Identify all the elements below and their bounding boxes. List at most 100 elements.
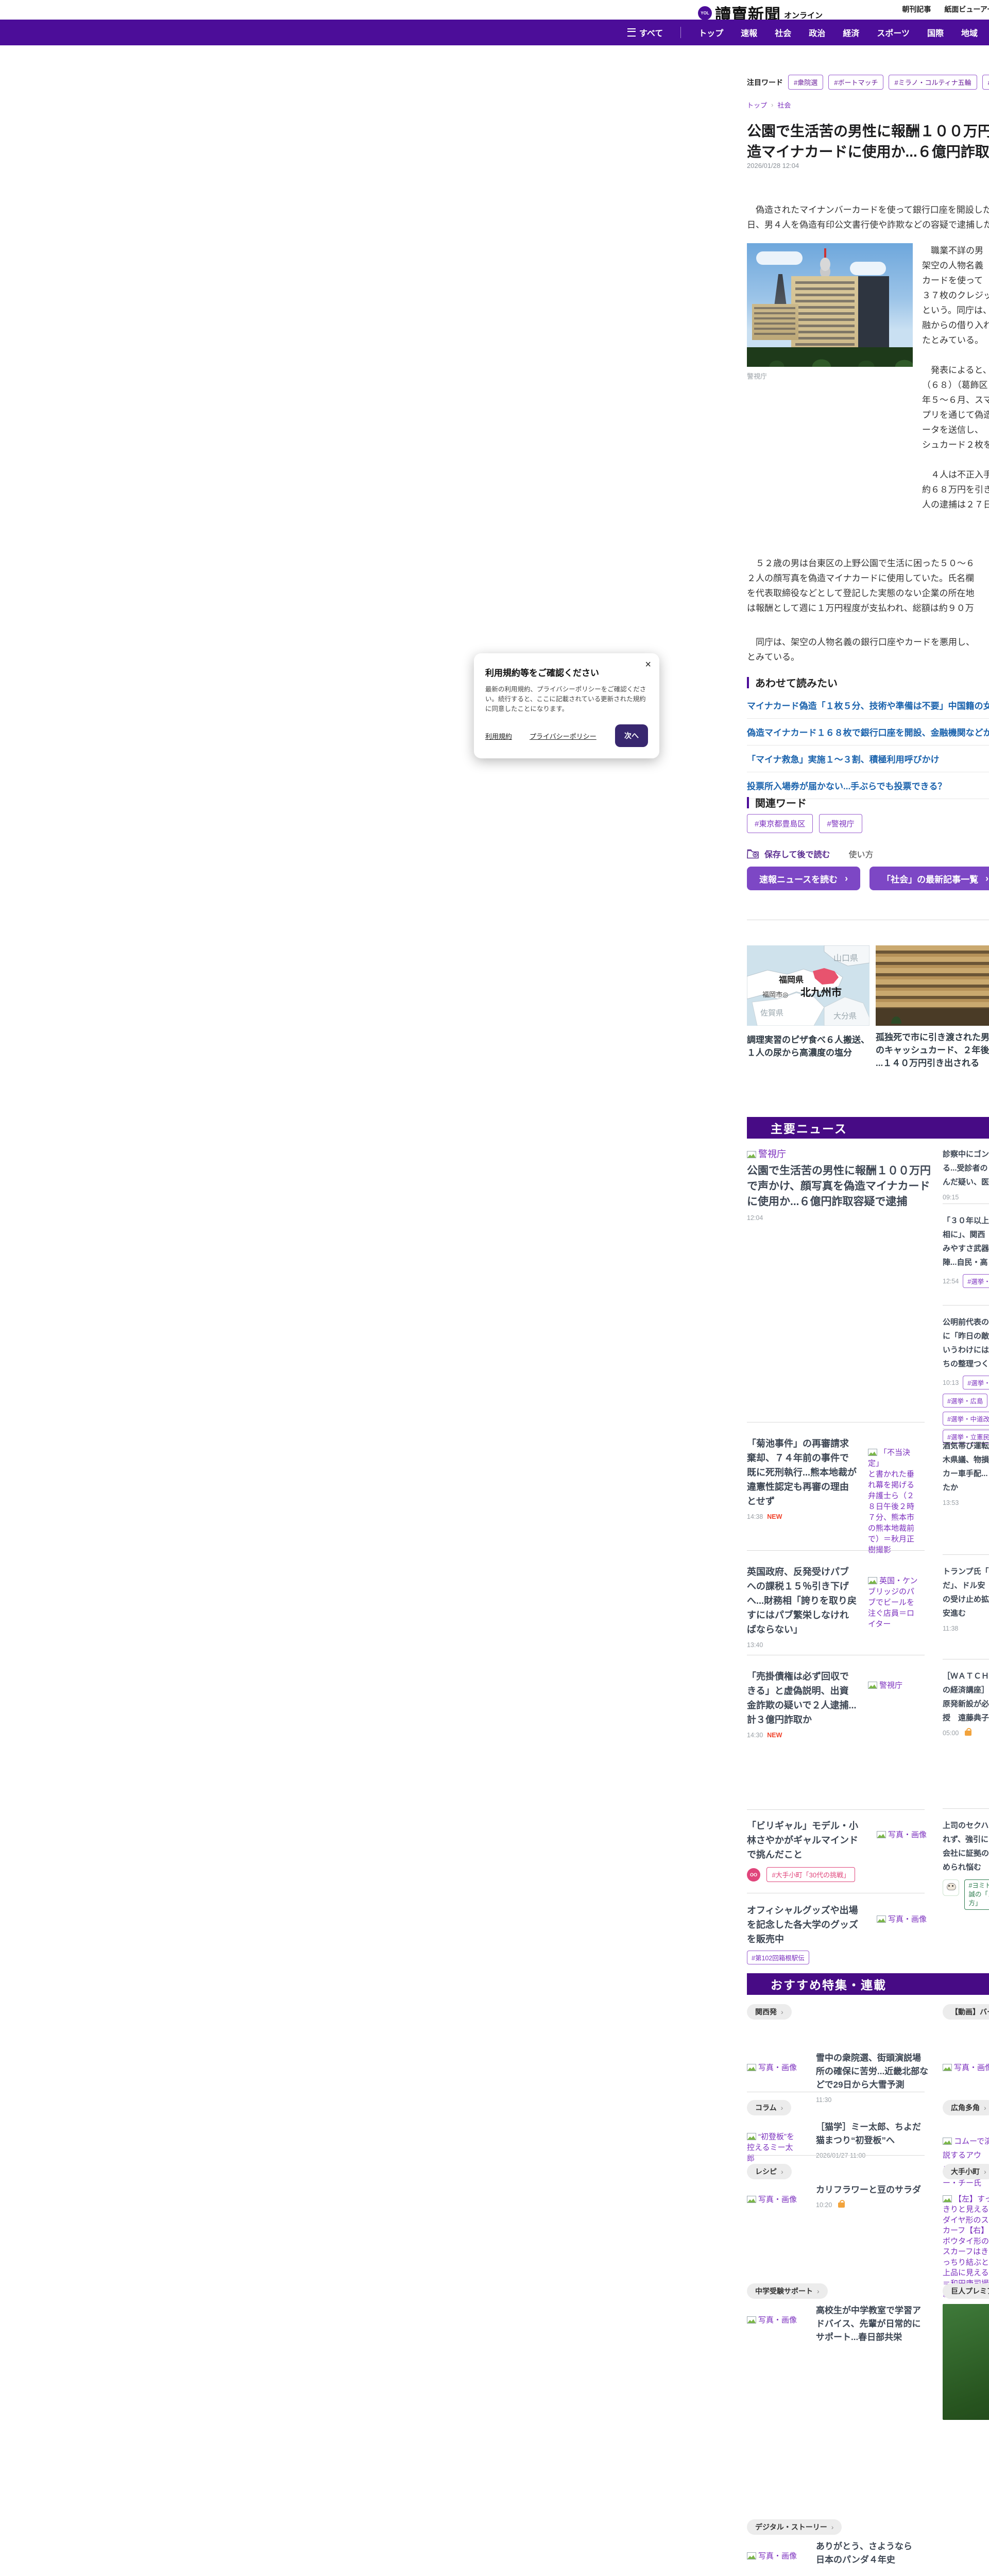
recommended-card-map[interactable]: 山口県 福岡県 北九州市 福岡市◎ 佐賀県 大分県 調理実習のピザ食べ６人搬送、… <box>746 945 870 1070</box>
nav-item-top[interactable]: トップ <box>698 29 724 38</box>
keyword-tag[interactable]: #衆院選 <box>788 75 824 90</box>
news-title: ［ＷＡＴＣＨ の経済講座］ 原発新設が必 授 遠藤典子 <box>943 1672 989 1722</box>
osusume-header: おすすめ特集・連載 <box>747 1973 989 1995</box>
news-item-featured[interactable]: 警視庁 公園で生活苦の男性に報酬１００万円で声かけ、顔写真を偽造マイナカードに使… <box>747 1147 932 1222</box>
news-time: 13:53 <box>943 1499 959 1506</box>
nav-all-menu[interactable]: すべて <box>627 26 663 39</box>
otekomachi-tag[interactable]: #大手小町「30代の挑戦」 <box>766 1867 856 1882</box>
news-item[interactable]: 「菊池事件」の再審請求棄却、７４年前の事件で既に死刑執行...熊本地裁が違憲性認… <box>747 1436 925 1555</box>
related-read-link[interactable]: マイナカード偽造「１枚５分、技術や準備は不要」中国籍の女証言...本 <box>747 692 989 719</box>
category-pill-column[interactable]: コラム › <box>747 2100 792 2115</box>
keyword-tag[interactable]: #ミラノ・コルティナ五輪 <box>889 75 977 90</box>
news-item[interactable]: 酒気帯び運転 木県議、物損 カー車手配... たか 13:53 <box>943 1439 989 1506</box>
broken-image-icon <box>747 2064 756 2071</box>
morning-edition-link[interactable]: 朝刊記事 <box>902 5 931 13</box>
osusume-item[interactable]: 写真・画像 ありがとう、さようなら 日本のパンダ４年史 <box>747 2540 929 2567</box>
nav-item-sports[interactable]: スポーツ <box>877 29 910 38</box>
category-pill-recipe[interactable]: レシピ › <box>747 2164 792 2179</box>
breaking-news-button[interactable]: 速報ニュースを読む › <box>747 867 861 890</box>
osusume-item[interactable]: 写真・画像 高校生が中学教室で学習アドバイス、先輩が日常的にサポート...春日部… <box>747 2304 929 2344</box>
terms-link[interactable]: 利用規約 <box>485 732 513 740</box>
dialog-body: 最新の利用規約、プライバシーポリシーをご確認ください。続行すると、ここに記載され… <box>485 686 646 713</box>
category-pill-giants-premium[interactable]: 巨人プレミアム› <box>943 2283 989 2299</box>
related-read-link[interactable]: 偽造マイナカード１６８枚で銀行口座を開設、金融機関などから６億円 <box>747 719 989 745</box>
nav-item-keizai[interactable]: 経済 <box>843 29 860 38</box>
news-item[interactable]: 「売掛債権は必ず回収できる」と虚偽説明、出資金詐欺の疑いで２人逮捕...計３億円… <box>747 1669 925 1739</box>
recommended-card-caption: 調理実習のピザ食べ６人搬送、 １人の尿から高濃度の塩分 <box>747 1035 869 1058</box>
news-item[interactable]: オフィシャルグッズや出場を記念した各大学のグッズを販売中 #第102回箱根駅伝 … <box>747 1903 933 1964</box>
save-for-later-row: 保存して後で読む 使い方 <box>747 848 874 860</box>
related-word-tag[interactable]: #警視庁 <box>819 814 862 833</box>
election-tag[interactable]: #選挙・立憲民 <box>943 1430 989 1444</box>
news-item[interactable]: 「３０年以上 相に」、関西 みやすさ武器 陣...自民・高 12:54 #選挙・ <box>943 1214 989 1288</box>
related-read-link[interactable]: 「マイナ救急」実施１〜３割、積極利用呼びかけ <box>747 745 989 772</box>
osusume-item[interactable]: “初登板”を 控えるミー太 郎 ［猫学］ミー太郎、ちよだ猫まつり“初登板”へ 2… <box>747 2121 929 2164</box>
lock-icon <box>838 2200 845 2208</box>
news-item[interactable]: ［ＷＡＴＣＨ の経済講座］ 原発新設が必 授 遠藤典子 05:00 <box>943 1669 989 1737</box>
nav-item-sokuho[interactable]: 速報 <box>741 29 758 38</box>
broken-image-icon <box>747 1151 756 1158</box>
news-title: 公園で生活苦の男性に報酬１００万円で声かけ、顔写真を偽造マイナカードに使用か..… <box>747 1165 931 1208</box>
osusume-title-text: ［猫学］ミー太郎、ちよだ猫まつり“初登板”へ <box>816 2122 921 2145</box>
news-item[interactable]: 公明前代表の に「昨日の敵 いうわけには ちの整理つく 10:13 #選挙・ #選… <box>943 1315 989 1444</box>
broken-image-icon <box>943 2195 952 2202</box>
election-tag[interactable]: #選挙・ <box>963 1274 989 1288</box>
election-tag[interactable]: #選挙・広島 <box>943 1394 988 1408</box>
election-tag[interactable]: #選挙・中道改 <box>943 1412 989 1426</box>
news-time: 12:04 <box>747 1214 763 1222</box>
nav-item-chiiki[interactable]: 地域 <box>961 29 978 38</box>
hakone-ekiden-tag[interactable]: #第102回箱根駅伝 <box>747 1951 809 1964</box>
trending-keywords: 注目ワード #衆院選 #ボートマッチ #ミラノ・コルティナ五輪 #選挙 <box>747 75 989 90</box>
news-item[interactable]: 診察中にゴン る...受診者の んだ疑い、医 09:15 <box>943 1147 989 1201</box>
news-title: トランプ氏「 だ」、ドル安 の受け止め拡 安進む <box>943 1567 989 1618</box>
category-pill-kokaku[interactable]: 広角多角 › <box>943 2100 989 2115</box>
baseball-pitcher-photo <box>943 2304 989 2420</box>
osusume-item[interactable]: 写真・画像 雪中の衆院選、街頭演説場所の確保に苦労...近畿北部などで29日から… <box>747 2052 929 2104</box>
category-pill-digital-story[interactable]: デジタル・ストーリー › <box>747 2519 842 2535</box>
keyword-tag[interactable]: #選挙 <box>982 75 989 90</box>
paper-viewer-link[interactable]: 紙面ビューアー <box>944 5 989 13</box>
section-accent-bar <box>747 676 749 688</box>
news-item[interactable]: 英国政府、反発受けパブへの課税１５％引き下げへ...財務相「誇りを取り戻すにはパ… <box>747 1565 925 1649</box>
nav-item-seiji[interactable]: 政治 <box>809 29 826 38</box>
category-pill-video[interactable]: 【動画】バーチ <box>943 2004 989 2020</box>
category-pill-juken[interactable]: 中学受験サポート › <box>747 2283 828 2299</box>
news-item[interactable]: 上司のセクハ れず、強引に 会社に証拠の められ悩む #ヨミドク 誠の「ス 方」 <box>943 1819 989 1910</box>
osusume-title-text: カリフラワーと豆のサラダ <box>816 2185 921 2195</box>
keyword-tag[interactable]: #ボートマッチ <box>828 75 884 90</box>
breadcrumb-section[interactable]: 社会 <box>777 101 791 109</box>
osusume-title-text: 雪中の衆院選、街頭演説場所の確保に苦労...近畿北部などで29日から大雪予測 <box>816 2053 929 2090</box>
thumbnail-alt: 写真・画像 <box>747 2304 809 2344</box>
osusume-item[interactable]: 写真・画像 カリフラワーと豆のサラダ 10:20 <box>747 2183 929 2209</box>
news-title: 診察中にゴン る...受診者の んだ疑い、医 <box>943 1150 989 1187</box>
latest-society-button[interactable]: 「社会」の最新記事一覧 › <box>869 867 989 890</box>
broken-image-icon <box>747 2552 756 2560</box>
related-word-tag[interactable]: #東京都豊島区 <box>747 814 813 833</box>
article-title: 公園で生活苦の男性に報酬１００万円で声かけ、顔写真を偽造マイナカードに使用か..… <box>747 123 989 160</box>
news-item[interactable]: 「ビリギャル」モデル・小林さやかがギャルマインドで挑んだこと OO #大手小町「… <box>747 1819 933 1882</box>
category-pill-otekomachi[interactable]: 大手小町 › <box>943 2164 989 2179</box>
nav-item-shakai[interactable]: 社会 <box>775 29 792 38</box>
election-tag[interactable]: #選挙・ <box>963 1376 989 1389</box>
header-top-links: 朝刊記事 紙面ビューアー <box>902 4 989 14</box>
police-hq-photo[interactable] <box>747 243 913 367</box>
yomidr-tag[interactable]: #ヨミドク 誠の「ス 方」 <box>964 1879 989 1910</box>
article-date: 2026/01/28 12:04 <box>747 162 799 170</box>
close-icon[interactable]: × <box>645 659 651 670</box>
divider <box>943 1305 989 1306</box>
breadcrumb-home[interactable]: トップ <box>747 101 768 109</box>
chevron-right-icon: › <box>780 2104 783 2112</box>
privacy-link[interactable]: プライバシーポリシー <box>530 732 596 740</box>
news-item[interactable]: トランプ氏「 だ」、ドル安 の受け止め拡 安進む 11:38 <box>943 1565 989 1632</box>
next-button[interactable]: 次へ <box>615 724 648 747</box>
related-read-link[interactable]: 投票所入場券が届かない...手ぶらでも投票できる？ <box>747 772 989 799</box>
nav-item-kokusai[interactable]: 国際 <box>927 29 944 38</box>
recommended-card-building[interactable]: 孤独死で市に引き渡された男性 のキャッシュカード、２年後に ...１４０万円引き… <box>876 945 989 1070</box>
howto-link[interactable]: 使い方 <box>848 851 874 859</box>
cloud-shape <box>756 251 803 265</box>
thumbnail-alt: 【左】すっ きりと見える ダイヤ形のス カーフ【右】 ボウタイ形の スカーフはき… <box>943 2194 989 2298</box>
category-pill-kansai[interactable]: 関西発 › <box>747 2004 792 2020</box>
giants-premium-photo[interactable] <box>943 2304 989 2420</box>
save-for-later-button[interactable]: 保存して後で読む <box>764 851 830 859</box>
related-reads-title: あわせて読みたい <box>755 678 838 689</box>
